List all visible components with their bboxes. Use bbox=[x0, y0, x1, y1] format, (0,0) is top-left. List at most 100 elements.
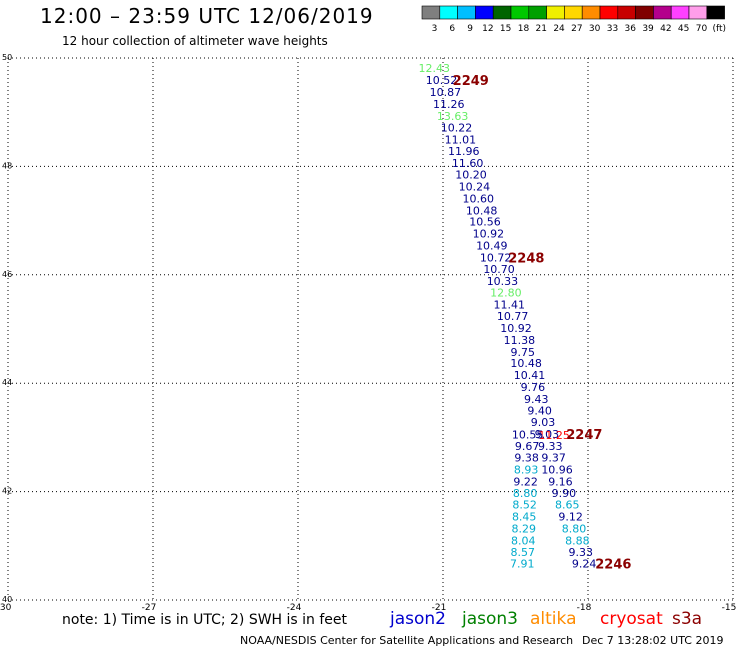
axis-ticks: -30 -27 -24 -21 -18 -15 40 42 44 46 48 50 bbox=[0, 53, 736, 613]
color-scale-swatch bbox=[457, 5, 476, 20]
swh-value-label: 10.49 bbox=[476, 240, 508, 253]
swh-value-label: 8.45 bbox=[512, 511, 537, 524]
swh-value-label: 8.65 bbox=[555, 499, 580, 512]
color-scale-label: 12 bbox=[482, 24, 493, 34]
x-tick-label: -30 bbox=[0, 603, 12, 613]
swh-value-label: 8.80 bbox=[562, 522, 587, 535]
color-scale-swatch bbox=[475, 5, 494, 20]
x-tick-label: -27 bbox=[142, 603, 157, 613]
swh-value-label: 9.38 bbox=[514, 451, 539, 464]
color-scale-swatch bbox=[635, 5, 654, 20]
swh-value-label: 11.01 bbox=[445, 133, 477, 146]
color-scale-label: 45 bbox=[678, 24, 689, 34]
swh-value-label: 9.33 bbox=[538, 440, 563, 453]
color-scale-swatch bbox=[421, 5, 441, 20]
color-scale-label: 30 bbox=[589, 24, 601, 34]
y-tick-label: 46 bbox=[2, 270, 12, 279]
track-annotations: 2249 2248 2247 2246 bbox=[453, 74, 632, 572]
swh-value-label: 10.24 bbox=[459, 180, 491, 193]
swh-value-label: 10.87 bbox=[430, 86, 462, 99]
swh-value-label: 10.20 bbox=[455, 169, 487, 182]
generated-timestamp: Dec 7 13:28:02 UTC 2019 bbox=[582, 634, 724, 647]
color-scale-label: 24 bbox=[553, 24, 565, 34]
swh-value-label: 10.92 bbox=[500, 322, 532, 335]
swh-value-label: 10.52 bbox=[426, 74, 458, 87]
color-scale-swatch bbox=[581, 5, 601, 20]
swh-value-label: 10.72 bbox=[480, 251, 512, 264]
swh-value-label: 9.22 bbox=[513, 475, 538, 488]
swh-value-label: 9.03 bbox=[531, 416, 556, 429]
swh-value-label: 11.96 bbox=[448, 145, 480, 158]
swh-value-label: 9.37 bbox=[541, 451, 566, 464]
swh-value-label: 10.48 bbox=[466, 204, 498, 217]
swh-value-label: 9.12 bbox=[558, 511, 583, 524]
swh-value-label: 11.41 bbox=[493, 299, 525, 312]
mission-label-altika: altika bbox=[530, 609, 577, 629]
y-tick-label: 50 bbox=[2, 53, 12, 62]
swh-value-label: 9.24 bbox=[572, 558, 597, 571]
swh-value-label: 10.55 bbox=[512, 429, 544, 442]
track-time-label: 2249 bbox=[453, 74, 489, 89]
swh-value-label: 8.93 bbox=[514, 463, 539, 476]
swh-value-label: 9.03 bbox=[535, 428, 560, 441]
swh-value-label: 9.16 bbox=[548, 475, 573, 488]
footer-note: note: 1) Time is in UTC; 2) SWH is in fe… bbox=[62, 612, 348, 628]
mission-label-jason2: jason2 bbox=[390, 609, 446, 629]
mission-label-cryosat: cryosat bbox=[600, 609, 663, 629]
color-scale-label: 39 bbox=[642, 24, 654, 34]
color-scale-label: (ft) bbox=[712, 24, 726, 34]
color-scale-label: 15 bbox=[500, 24, 511, 34]
swh-value-label: 9.67 bbox=[515, 440, 540, 453]
swh-value-label: 11.38 bbox=[504, 334, 536, 347]
swh-value-label: 10.70 bbox=[483, 263, 515, 276]
color-scale-label: 18 bbox=[518, 24, 530, 34]
swh-value-label: 8.29 bbox=[511, 522, 536, 535]
track-time-label: 2248 bbox=[508, 251, 544, 266]
swh-value-label: 10.60 bbox=[463, 192, 495, 205]
color-scale-swatch bbox=[706, 5, 725, 20]
color-scale-label: 36 bbox=[625, 24, 637, 34]
x-tick-label: -15 bbox=[722, 603, 737, 613]
y-tick-label: 42 bbox=[2, 487, 12, 496]
page-title: 12:00 – 23:59 UTC 12/06/2019 bbox=[40, 4, 374, 28]
color-scale-label: 70 bbox=[696, 24, 708, 34]
swh-value-label: 11.26 bbox=[433, 98, 465, 111]
y-tick-label: 44 bbox=[2, 378, 12, 387]
swh-value-label: 10.92 bbox=[473, 228, 505, 241]
swh-value-label: 10.96 bbox=[541, 463, 573, 476]
swh-value-label: 9.40 bbox=[527, 404, 552, 417]
swh-value-label: 8.04 bbox=[511, 534, 536, 547]
swh-value-label: 10.22 bbox=[441, 121, 473, 134]
swh-points: 12.4310.5210.8711.2613.6310.2211.0111.96… bbox=[419, 62, 597, 571]
swh-value-label: 8.52 bbox=[512, 499, 537, 512]
swh-value-label: 10.48 bbox=[510, 357, 542, 370]
track-time-label: 2247 bbox=[566, 428, 602, 443]
swh-value-label: 7.91 bbox=[510, 558, 535, 571]
color-scale-swatch bbox=[599, 5, 619, 20]
x-tick-label: -21 bbox=[432, 603, 447, 613]
color-scale-label: 21 bbox=[536, 24, 547, 34]
swh-value-label: 8.57 bbox=[511, 546, 536, 559]
swh-value-label: 9.33 bbox=[569, 546, 594, 559]
swh-value-label: 10.77 bbox=[497, 310, 529, 323]
swh-value-label: 9.43 bbox=[524, 393, 549, 406]
color-scale-legend: 3 6 9 12 15 18 21 24 27 30 33 36 39 42 45 70 (ft) bbox=[421, 5, 726, 34]
swh-value-label: 10.56 bbox=[469, 216, 501, 229]
color-scale-label: 42 bbox=[660, 24, 671, 34]
swh-value-label: 12.80 bbox=[490, 287, 522, 300]
x-tick-label: -18 bbox=[577, 603, 592, 613]
x-tick-label: -24 bbox=[287, 603, 302, 613]
color-scale-swatch bbox=[492, 5, 512, 20]
color-scale-swatch bbox=[564, 5, 583, 20]
color-scale-swatch bbox=[688, 5, 708, 20]
mission-label-jason3: jason3 bbox=[462, 609, 518, 629]
swh-value-label: 8.88 bbox=[565, 534, 590, 547]
mission-label-s3a: s3a bbox=[672, 609, 703, 629]
y-tick-label: 40 bbox=[2, 595, 12, 604]
color-scale-label: 3 bbox=[432, 24, 438, 34]
color-scale-swatch bbox=[670, 5, 690, 20]
color-scale-swatch bbox=[546, 5, 565, 20]
color-scale-label: 27 bbox=[571, 24, 582, 34]
credit-text: NOAA/NESDIS Center for Satellite Applica… bbox=[240, 634, 574, 647]
